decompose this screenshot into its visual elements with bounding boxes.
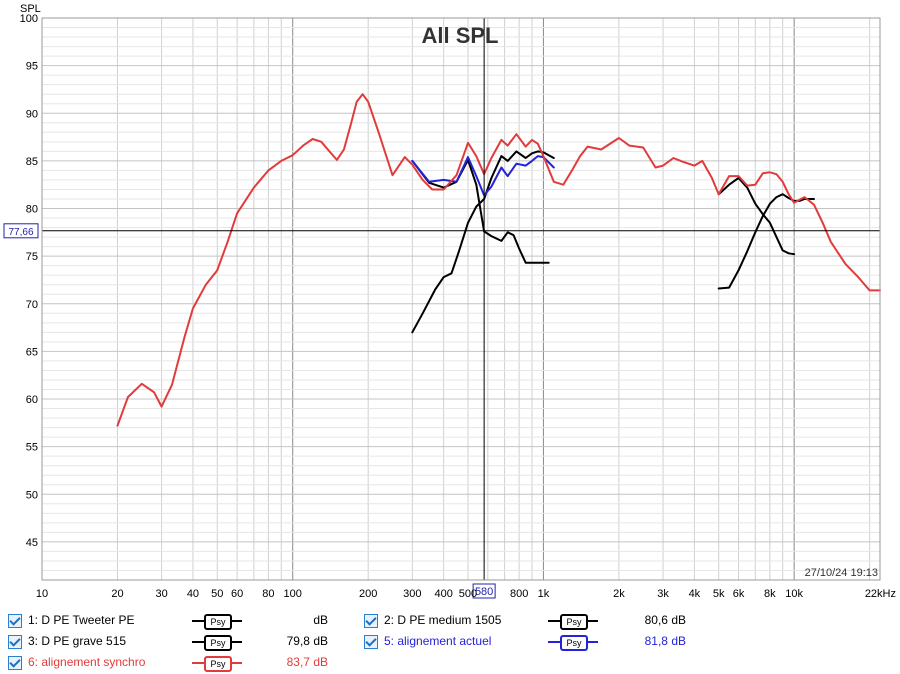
- legend-label: 6: alignement synchro: [28, 655, 146, 669]
- x-tick-label: 800: [510, 588, 528, 600]
- cursor-y-readout-box: [3, 223, 39, 239]
- y-tick-label: 60: [26, 394, 38, 406]
- chart-title: All SPL: [421, 23, 498, 48]
- series-group: [116, 93, 881, 427]
- x-tick-label: 300: [403, 588, 421, 600]
- legend-value: 83,7 dB: [286, 655, 328, 669]
- x-tick-label: 5k: [713, 588, 725, 600]
- series-line-2: [411, 150, 555, 334]
- y-tick-label: 90: [26, 108, 38, 120]
- cursor-x-readout-box: [472, 583, 496, 599]
- x-tick-label: 400: [434, 588, 452, 600]
- cursor-x-readout: 580: [475, 586, 493, 598]
- legend-value: 80,6 dB: [644, 613, 686, 627]
- legend-label: 2: D PE medium 1505: [384, 613, 502, 627]
- legend-value: dB: [313, 613, 328, 627]
- x-tick-label: 4k: [689, 588, 701, 600]
- x-tick-label: 3k: [657, 588, 669, 600]
- x-tick-label: 20: [111, 588, 123, 600]
- checkbox-checked-icon[interactable]: [8, 635, 22, 649]
- y-tick-label: 55: [26, 442, 38, 454]
- axes-labels: 45 50 55 60 65 70 75 80 85 90 95 100 10 20 30 40 50 60 80 1…: [20, 13, 896, 600]
- y-tick-label: 45: [26, 537, 38, 549]
- series-line-5: [411, 155, 555, 197]
- spl-chart: 77,66 580 45 50 55 60 65 70 75 80 85 90 95 100 10 20 30…: [3, 3, 896, 600]
- checkbox-checked-icon[interactable]: [364, 614, 378, 628]
- psy-button[interactable]: Psy: [192, 633, 242, 651]
- psy-button[interactable]: Psy: [548, 633, 598, 651]
- x-tick-label: 10: [36, 588, 48, 600]
- legend-value: 81,8 dB: [644, 634, 686, 648]
- legend-label: 3: D PE grave 515: [28, 634, 127, 648]
- y-tick-label: 50: [26, 489, 38, 501]
- psy-label: Psy: [204, 656, 232, 672]
- psy-button[interactable]: Psy: [192, 654, 242, 672]
- x-tick-label: 6k: [733, 588, 745, 600]
- psy-label: Psy: [204, 614, 232, 630]
- x-tick-label: 30: [155, 588, 167, 600]
- psy-button[interactable]: Psy: [192, 612, 242, 630]
- checkbox-checked-icon[interactable]: [8, 656, 22, 670]
- legend-label: 5: alignement actuel: [384, 634, 492, 648]
- cursor-crosshair[interactable]: 77,66 580: [3, 18, 880, 599]
- plot-border: [41, 17, 881, 581]
- psy-label: Psy: [560, 614, 588, 630]
- series-line-4: [717, 177, 796, 256]
- psy-label: Psy: [204, 635, 232, 651]
- y-tick-label: 65: [26, 346, 38, 358]
- x-tick-label: 40: [187, 588, 199, 600]
- cursor-y-readout: 77,66: [8, 227, 33, 238]
- x-tick-label: 60: [231, 588, 243, 600]
- y-tick-label: 95: [26, 61, 38, 73]
- series-line-6: [116, 93, 881, 427]
- y-tick-label: 80: [26, 204, 38, 216]
- x-tick-label: 50: [211, 588, 223, 600]
- x-tick-label: 1k: [538, 588, 550, 600]
- y-tick-label: 75: [26, 251, 38, 263]
- psy-button[interactable]: Psy: [548, 612, 598, 630]
- x-tick-label: 8k: [764, 588, 776, 600]
- x-tick-label: 2k: [613, 588, 625, 600]
- x-tick-label: 22kHz: [865, 588, 896, 600]
- checkbox-checked-icon[interactable]: [364, 635, 378, 649]
- legend-label: 1: D PE Tweeter PE: [28, 613, 135, 627]
- timestamp: 27/10/24 19:13: [805, 567, 878, 579]
- psy-label: Psy: [560, 635, 588, 651]
- y-tick-label: 70: [26, 299, 38, 311]
- x-tick-label: 10k: [785, 588, 803, 600]
- series-line-3: [411, 158, 550, 264]
- x-tick-label: 200: [359, 588, 377, 600]
- grid: [41, 17, 880, 581]
- x-tick-label: 100: [284, 588, 302, 600]
- y-tick-label: 85: [26, 156, 38, 168]
- checkbox-checked-icon[interactable]: [8, 614, 22, 628]
- legend-value: 79,8 dB: [286, 634, 328, 648]
- plot-background: [42, 18, 880, 580]
- x-tick-label: 500: [459, 588, 477, 600]
- y-axis-label: SPL: [20, 3, 41, 15]
- x-tick-label: 80: [262, 588, 274, 600]
- y-tick-label: 100: [20, 13, 38, 25]
